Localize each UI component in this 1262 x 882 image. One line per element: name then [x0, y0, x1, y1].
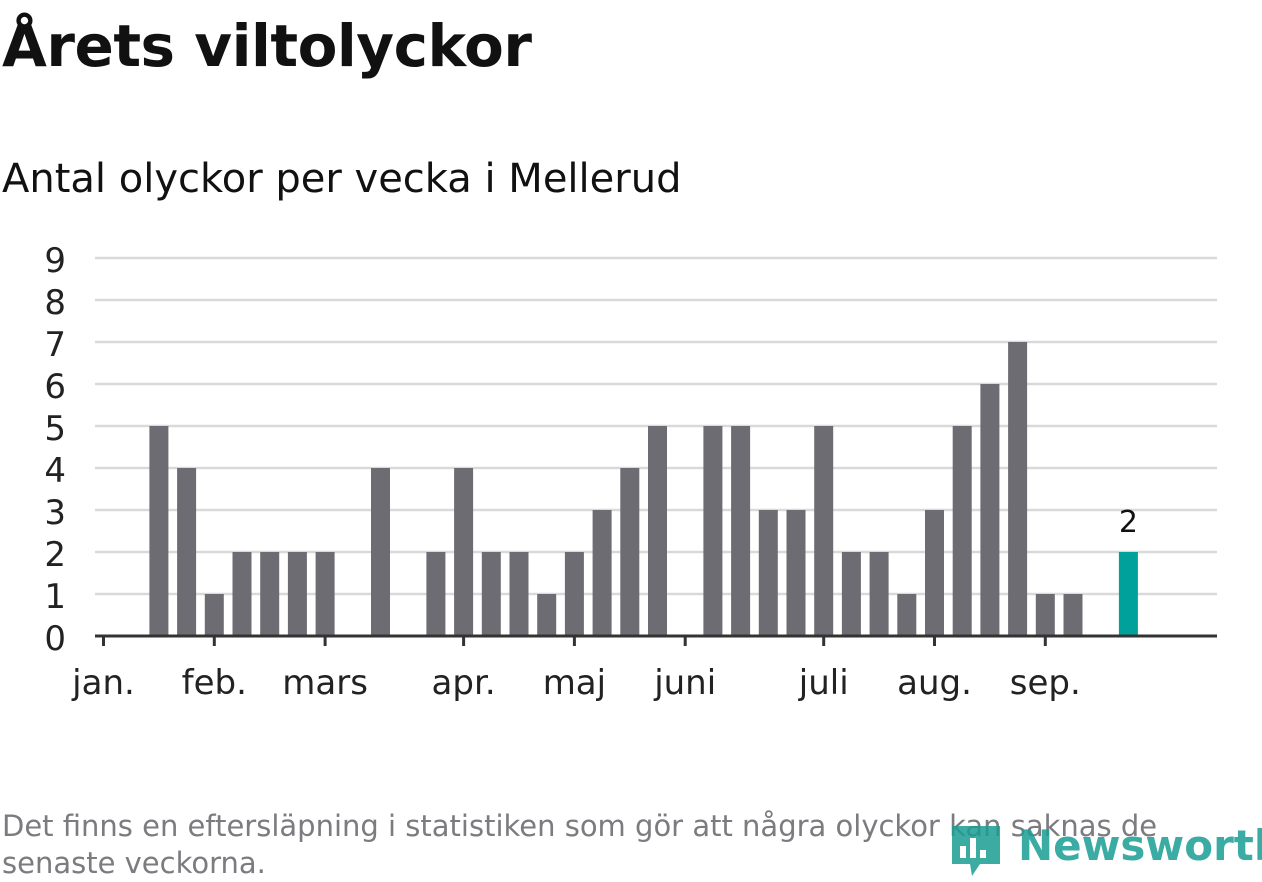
bar — [232, 552, 252, 636]
bar-chart-logo-icon — [952, 826, 1000, 876]
bar — [758, 510, 778, 636]
newsworthy-logo: Newsworthy — [950, 818, 1262, 878]
bar — [592, 510, 612, 636]
bar — [869, 552, 889, 636]
x-tick-label: juni — [653, 663, 716, 703]
x-axis-labels: jan. feb. mars apr. maj juni juli aug. sep. — [71, 663, 1081, 703]
bar — [648, 426, 667, 636]
bar — [1118, 552, 1138, 636]
bar — [1063, 594, 1083, 636]
bar — [925, 510, 944, 636]
y-tick-label: 3 — [44, 493, 66, 533]
x-tick-label: aug. — [897, 663, 972, 703]
x-tick-label: feb. — [182, 663, 247, 703]
x-tick-label: sep. — [1010, 663, 1081, 703]
data-label: 2 — [1119, 505, 1138, 540]
y-tick-label: 8 — [44, 283, 66, 323]
bar — [703, 426, 723, 636]
bar — [509, 552, 529, 636]
bar — [841, 552, 861, 636]
bar — [149, 426, 169, 636]
y-tick-label: 2 — [44, 535, 66, 575]
x-tick-label: juli — [798, 663, 849, 703]
bar — [980, 384, 1000, 636]
bar — [454, 468, 474, 636]
bar — [1035, 594, 1055, 636]
bar — [287, 552, 307, 636]
y-tick-label: 6 — [44, 367, 66, 407]
bar — [177, 468, 197, 636]
bar — [481, 552, 501, 636]
bar — [814, 426, 834, 636]
bar — [731, 426, 751, 636]
bar — [371, 468, 390, 636]
bar — [620, 468, 640, 636]
bar — [897, 594, 917, 636]
x-tick-label: apr. — [432, 663, 496, 703]
bar — [786, 510, 806, 636]
x-tick-label: jan. — [71, 663, 135, 703]
bar — [952, 426, 972, 636]
y-tick-label: 0 — [44, 619, 66, 659]
bar — [315, 552, 335, 636]
chart-subtitle: Antal olyckor per vecka i Mellerud — [2, 156, 682, 202]
chart-title: Årets viltolyckor — [2, 12, 532, 80]
y-tick-label: 7 — [44, 325, 66, 365]
y-tick-label: 1 — [44, 577, 66, 617]
bar — [1008, 342, 1028, 636]
y-tick-label: 5 — [44, 409, 66, 449]
bar — [564, 552, 584, 636]
y-tick-label: 4 — [44, 451, 66, 491]
x-tick-label: mars — [282, 663, 368, 703]
bar — [537, 594, 557, 636]
bars — [149, 342, 1138, 636]
bar — [204, 594, 224, 636]
logo-text: Newsworthy — [1018, 821, 1262, 870]
bar — [260, 552, 280, 636]
bar — [426, 552, 446, 636]
annotations: 2 — [1119, 505, 1138, 540]
y-tick-label: 9 — [44, 241, 66, 281]
x-tick-label: maj — [543, 663, 606, 703]
x-axis — [95, 634, 1217, 646]
